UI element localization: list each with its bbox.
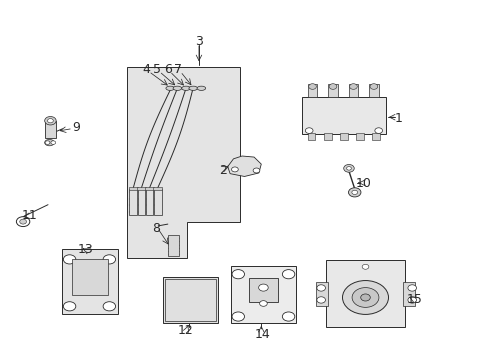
- Bar: [137, 189, 145, 215]
- Circle shape: [360, 294, 369, 301]
- Bar: [167, 235, 179, 256]
- Bar: [129, 187, 137, 190]
- Circle shape: [63, 255, 76, 264]
- Bar: [316, 282, 328, 306]
- Bar: [154, 189, 161, 215]
- Bar: [72, 259, 108, 294]
- Ellipse shape: [188, 86, 197, 90]
- Text: 9: 9: [72, 121, 80, 134]
- Bar: [249, 278, 277, 302]
- Circle shape: [351, 288, 378, 307]
- Bar: [302, 97, 385, 134]
- Bar: [327, 84, 337, 97]
- Text: 3: 3: [195, 35, 203, 48]
- Text: 13: 13: [78, 243, 93, 256]
- Text: 14: 14: [254, 328, 269, 341]
- Bar: [129, 189, 137, 215]
- Circle shape: [103, 255, 115, 264]
- Circle shape: [316, 285, 325, 291]
- Circle shape: [374, 128, 382, 134]
- Text: 4: 4: [142, 63, 150, 76]
- Bar: [307, 134, 315, 140]
- Polygon shape: [127, 67, 239, 258]
- Text: 2: 2: [219, 164, 227, 177]
- Circle shape: [20, 219, 26, 224]
- Text: 6: 6: [163, 63, 171, 76]
- Bar: [340, 134, 347, 140]
- Bar: [145, 189, 153, 215]
- Ellipse shape: [182, 86, 190, 90]
- Bar: [145, 187, 154, 190]
- Circle shape: [407, 285, 416, 291]
- Circle shape: [305, 128, 312, 134]
- Text: 5: 5: [153, 63, 161, 76]
- Circle shape: [232, 312, 244, 321]
- Bar: [368, 84, 378, 97]
- Bar: [372, 134, 379, 140]
- Circle shape: [407, 297, 416, 303]
- Circle shape: [45, 141, 50, 144]
- Text: 15: 15: [407, 293, 422, 306]
- Circle shape: [328, 84, 336, 89]
- Text: 8: 8: [152, 222, 160, 235]
- Circle shape: [351, 190, 357, 194]
- Text: 1: 1: [394, 112, 402, 125]
- Bar: [163, 277, 218, 323]
- Circle shape: [282, 270, 294, 279]
- Circle shape: [369, 84, 377, 89]
- Circle shape: [63, 302, 76, 311]
- Circle shape: [51, 141, 56, 144]
- Text: 10: 10: [355, 177, 370, 190]
- Circle shape: [258, 284, 268, 291]
- Circle shape: [342, 280, 387, 314]
- Circle shape: [308, 84, 316, 89]
- Bar: [402, 282, 414, 306]
- Circle shape: [44, 117, 56, 125]
- Bar: [356, 134, 363, 140]
- Circle shape: [47, 118, 53, 123]
- Circle shape: [349, 84, 357, 89]
- Ellipse shape: [165, 86, 174, 90]
- Circle shape: [362, 264, 368, 269]
- Bar: [325, 260, 404, 328]
- Circle shape: [282, 312, 294, 321]
- Ellipse shape: [44, 139, 54, 146]
- Bar: [231, 266, 295, 323]
- Circle shape: [346, 167, 351, 170]
- Circle shape: [348, 188, 360, 197]
- Circle shape: [253, 168, 259, 173]
- Bar: [44, 121, 56, 138]
- Bar: [165, 279, 215, 321]
- Text: 7: 7: [174, 63, 182, 76]
- Bar: [153, 187, 162, 190]
- Bar: [348, 84, 358, 97]
- Text: 11: 11: [22, 210, 38, 222]
- Text: 12: 12: [177, 324, 193, 337]
- Ellipse shape: [173, 86, 182, 90]
- Circle shape: [232, 270, 244, 279]
- Circle shape: [103, 302, 115, 311]
- Circle shape: [316, 297, 325, 303]
- Circle shape: [17, 217, 30, 226]
- Circle shape: [259, 301, 267, 306]
- Bar: [307, 84, 317, 97]
- Bar: [323, 134, 331, 140]
- Bar: [137, 187, 145, 190]
- Bar: [62, 249, 117, 314]
- Polygon shape: [227, 156, 261, 176]
- Circle shape: [343, 165, 353, 172]
- Ellipse shape: [197, 86, 205, 90]
- Circle shape: [231, 167, 238, 172]
